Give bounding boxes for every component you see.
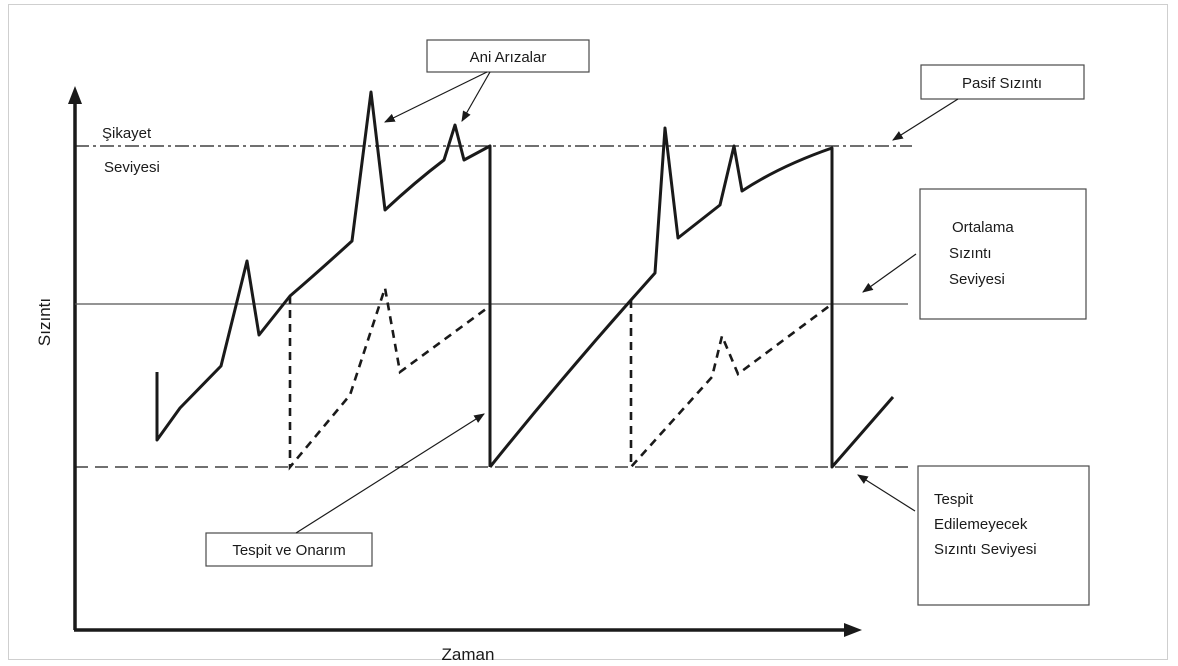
passive-leak-label: Pasif Sızıntı: [962, 75, 1042, 92]
undetectable-leak-box: [917, 465, 1090, 606]
undetectable-leak-label-line1: Tespit: [934, 491, 974, 508]
average-leak-label-line1: Ortalama: [952, 219, 1014, 236]
complaint-level-label-line2: Seviyesi: [104, 159, 160, 176]
y-axis-label: Sızıntı: [35, 298, 54, 346]
undetectable-leak-label-line3: Sızıntı Seviyesi: [934, 541, 1037, 558]
x-axis-label: Zaman: [442, 645, 495, 664]
undetectable-leak-arrow: [857, 474, 916, 512]
undetectable-leak-label-line2: Edilemeyecek: [934, 516, 1028, 533]
detect-repair-box: [205, 532, 373, 567]
x-axis-arrow: [844, 623, 862, 637]
passive-leak-arrow: [892, 98, 959, 141]
detect-repair-arrow: [295, 413, 485, 534]
sudden-failures-box: [426, 39, 590, 73]
dashed-curve-cycle-2: [629, 300, 833, 471]
average-leak-label-line3: Seviyesi: [949, 271, 1005, 288]
leakage-curve-cycle-1: [155, 90, 492, 467]
complaint-level-label-line1: Şikayet: [102, 125, 152, 142]
y-axis-arrow: [68, 86, 82, 104]
leakage-curve-cycle-2: [488, 126, 895, 469]
passive-leak-box: [920, 64, 1085, 100]
sudden-failures-arrow-2: [461, 71, 491, 122]
average-leak-label-line2: Sızıntı: [949, 245, 992, 262]
detect-repair-label: Tespit ve Onarım: [232, 542, 345, 559]
sudden-failures-label: Ani Arızalar: [470, 49, 547, 66]
average-leak-arrow: [862, 253, 917, 293]
image-frame: [8, 4, 1168, 660]
sudden-failures-arrow-1: [384, 71, 488, 123]
average-leak-box: [919, 188, 1087, 320]
dashed-curve-cycle-1: [288, 287, 491, 471]
